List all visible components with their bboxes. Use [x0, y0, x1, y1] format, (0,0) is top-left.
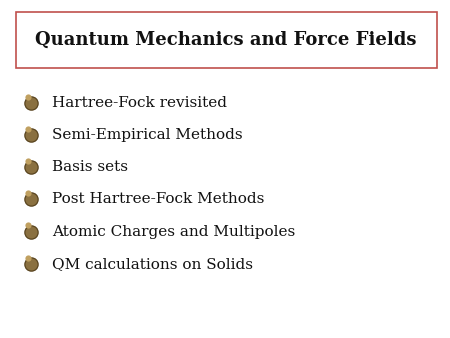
Text: Semi-Empirical Methods: Semi-Empirical Methods: [52, 128, 243, 142]
Point: [27, 197, 34, 202]
Point: [27, 197, 34, 202]
Point: [27, 165, 34, 170]
Point: [27, 261, 34, 266]
Text: Hartree-Fock revisited: Hartree-Fock revisited: [52, 96, 227, 110]
Point: [27, 229, 34, 234]
Point: [24, 255, 32, 260]
Text: QM calculations on Solids: QM calculations on Solids: [52, 257, 253, 271]
Point: [27, 100, 34, 106]
Point: [24, 223, 32, 228]
Point: [24, 191, 32, 196]
Point: [27, 261, 34, 266]
Point: [27, 165, 34, 170]
Point: [27, 100, 34, 106]
Text: Post Hartree-Fock Methods: Post Hartree-Fock Methods: [52, 192, 264, 207]
Point: [24, 94, 32, 100]
Point: [27, 132, 34, 138]
Point: [24, 126, 32, 132]
FancyBboxPatch shape: [16, 12, 436, 68]
Point: [27, 229, 34, 234]
Text: Quantum Mechanics and Force Fields: Quantum Mechanics and Force Fields: [36, 31, 417, 49]
Text: Basis sets: Basis sets: [52, 160, 128, 174]
Point: [24, 159, 32, 164]
Point: [27, 132, 34, 138]
Text: Atomic Charges and Multipoles: Atomic Charges and Multipoles: [52, 224, 295, 239]
